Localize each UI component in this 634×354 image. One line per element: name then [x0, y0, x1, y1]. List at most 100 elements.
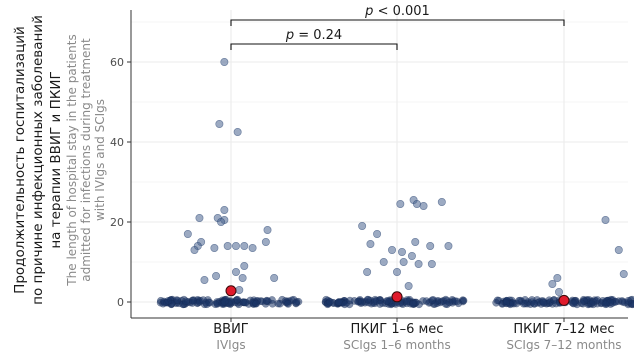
data-point: [358, 222, 367, 231]
data-point-zero: [502, 299, 511, 307]
data-point-zero: [624, 296, 633, 305]
data-point-zero: [262, 296, 271, 305]
data-point: [601, 216, 610, 225]
data-point: [407, 252, 416, 261]
data-point: [396, 200, 405, 209]
mean-marker: [558, 294, 570, 306]
p-value-label: p = 0.24: [285, 28, 342, 43]
data-point: [223, 242, 232, 251]
means-layer: [225, 285, 570, 306]
grid: [131, 10, 628, 318]
dense-zero-cluster: [156, 295, 634, 309]
data-point-zero: [530, 299, 539, 308]
mean-marker: [391, 291, 403, 303]
data-point: [411, 238, 420, 247]
data-point: [240, 242, 249, 251]
data-point-zero: [172, 296, 181, 304]
points-layer: [183, 57, 628, 296]
x-label-scig-1-6-ru: ПКИГ 1–6 мес: [351, 322, 444, 337]
data-point-zero: [493, 296, 502, 305]
data-point-zero: [376, 300, 384, 308]
y-tick-label: 0: [117, 296, 124, 309]
data-point-zero: [441, 300, 450, 308]
data-point-zero: [569, 299, 578, 308]
y-title-ru-line-3: на терапии ВВИГ и ПКИГ: [48, 71, 64, 248]
data-point-zero: [274, 299, 282, 308]
data-point: [215, 120, 224, 129]
data-point-zero: [601, 300, 610, 309]
y-tick-label: 20: [110, 216, 124, 229]
y-title-en-line-3: with IVIgs and SCIgs: [93, 99, 107, 221]
data-point-zero: [233, 295, 242, 304]
data-point-zero: [211, 300, 220, 309]
data-point: [183, 230, 192, 239]
data-point: [195, 214, 204, 223]
y-tick-label: 60: [110, 56, 124, 69]
comparison-bracket: [230, 43, 398, 50]
data-point-zero: [346, 296, 354, 305]
data-point-zero: [252, 299, 261, 308]
axes: 0 20 40 60: [110, 10, 628, 322]
data-point: [238, 273, 247, 282]
x-label-scig-7-12-ru: ПКИГ 7–12 мес: [513, 322, 614, 337]
y-tick-label: 40: [110, 136, 124, 149]
mean-marker: [225, 285, 237, 297]
data-point-zero: [539, 298, 548, 307]
comparison-bracket: [230, 19, 565, 26]
data-point: [240, 261, 249, 270]
data-point: [397, 248, 406, 257]
data-point: [548, 279, 557, 288]
data-point-zero: [292, 298, 301, 306]
data-point-zero: [334, 298, 343, 306]
data-point: [363, 267, 372, 276]
data-point-zero: [202, 300, 211, 309]
data-point: [414, 259, 423, 268]
data-point: [379, 257, 388, 266]
data-point: [261, 238, 270, 247]
data-point: [220, 206, 229, 215]
data-point: [233, 128, 242, 137]
data-point: [235, 285, 244, 294]
data-point-zero: [382, 297, 391, 305]
data-point: [231, 267, 240, 276]
data-point: [366, 240, 375, 249]
data-point: [555, 287, 564, 296]
data-point: [220, 57, 229, 66]
data-point: [373, 230, 382, 239]
data-point-zero: [241, 298, 250, 307]
x-label-ivig-ru: ВВИГ: [213, 322, 249, 337]
data-point: [190, 246, 199, 255]
x-label-scig-1-6-en: SCIgs 1–6 months: [343, 338, 451, 352]
data-point: [619, 269, 628, 278]
data-point-zero: [284, 300, 292, 308]
x-label-ivig-en: IVIgs: [216, 338, 245, 352]
data-point: [231, 242, 240, 251]
y-axis-title: Продолжительность госпитализаций по прич…: [12, 15, 107, 305]
data-point-zero: [408, 299, 417, 308]
data-point: [392, 267, 401, 276]
data-point: [248, 244, 257, 253]
data-point-zero: [182, 297, 190, 306]
data-point: [217, 218, 226, 227]
data-point: [553, 273, 562, 282]
data-point: [426, 242, 435, 251]
data-point-zero: [189, 296, 197, 305]
p-value-label: p < 0.001: [364, 4, 430, 19]
y-title-en-line-2: admitted for infections during treatment: [79, 38, 93, 282]
data-point-zero: [325, 297, 334, 306]
data-point: [399, 257, 408, 266]
data-point-zero: [577, 299, 586, 308]
data-point: [412, 200, 421, 209]
x-label-scig-7-12-en: SCIgs 7–12 months: [506, 338, 621, 352]
data-point: [437, 198, 446, 207]
data-point: [212, 271, 221, 280]
data-point: [200, 275, 209, 284]
data-point: [388, 246, 397, 255]
data-point: [444, 242, 453, 251]
data-point: [270, 273, 279, 282]
data-point-zero: [164, 296, 173, 305]
data-point: [263, 226, 272, 235]
comparison-brackets: p = 0.24 p < 0.001: [230, 4, 565, 50]
data-point-zero: [220, 297, 229, 306]
data-point-zero: [357, 298, 366, 306]
